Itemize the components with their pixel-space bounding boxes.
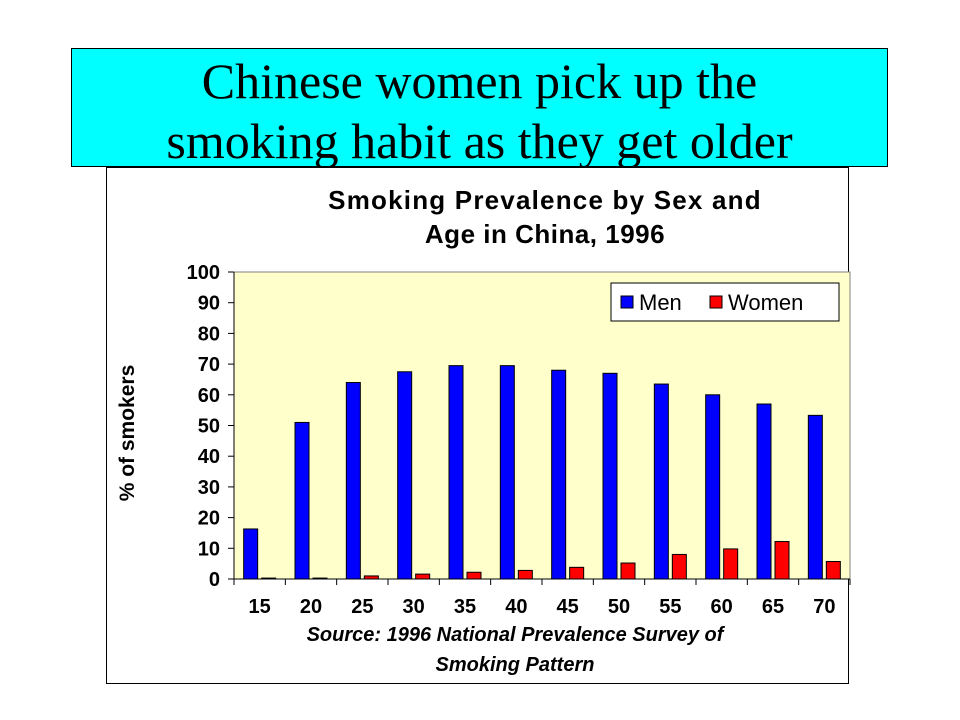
bar-men	[807, 414, 823, 580]
bar-women	[723, 548, 739, 580]
x-tick-label: 55	[659, 596, 681, 618]
source-line-1: Source: 1996 National Prevalence Survey …	[306, 624, 724, 646]
slide-title-line-2: smoking habit as they get older	[166, 113, 793, 167]
x-tick-label: 40	[505, 596, 527, 618]
bar-men	[397, 371, 413, 580]
x-tick-label: 60	[711, 596, 733, 618]
bar-women	[825, 561, 841, 580]
x-tick-label: 50	[608, 596, 630, 618]
x-tick-label: 25	[351, 596, 373, 618]
y-tick-label: 30	[198, 477, 220, 499]
bar-men	[499, 365, 515, 580]
y-axis-label: % of smokers	[116, 365, 139, 502]
y-tick-label: 70	[198, 354, 220, 376]
bar-women	[569, 566, 585, 580]
y-tick-label: 80	[198, 323, 220, 345]
source-line-2: Smoking Pattern	[435, 654, 595, 676]
x-tick-label: 35	[454, 596, 476, 618]
slide-title-line-1: Chinese women pick up the	[201, 53, 758, 109]
bar-men	[294, 421, 310, 580]
x-tick-label: 30	[403, 596, 425, 618]
bar-women	[671, 553, 687, 580]
x-tick-label: 20	[300, 596, 322, 618]
bar-women	[620, 562, 636, 580]
x-tick-label: 15	[249, 596, 271, 618]
plot-area	[233, 271, 851, 580]
y-tick-label: 60	[198, 385, 220, 407]
legend	[610, 282, 840, 322]
chart-title: Smoking Prevalence by Sex and Age in Chi…	[0, 183, 960, 251]
bar-women	[363, 575, 379, 580]
slide-title: Chinese women pick up the smoking habit …	[71, 48, 888, 167]
y-tick-label: 20	[198, 508, 220, 530]
bar-women	[517, 569, 533, 580]
bar-men	[653, 383, 669, 580]
bar-men	[243, 528, 259, 580]
y-tick-label: 100	[187, 262, 220, 284]
legend-swatch-women	[709, 295, 723, 309]
y-tick-label: 40	[198, 446, 220, 468]
x-tick-label: 70	[813, 596, 835, 618]
bar-men	[345, 382, 361, 580]
bar-women	[261, 577, 277, 580]
y-tick-label: 90	[198, 293, 220, 315]
legend-label-men: Men	[639, 290, 682, 315]
bar-women	[312, 577, 328, 580]
y-tick-label: 50	[198, 416, 220, 438]
bar-women	[415, 573, 431, 580]
chart-title-line-2: Age in China, 1996	[424, 219, 666, 249]
legend-label-women: Women	[728, 290, 803, 315]
bar-men	[705, 394, 721, 580]
bar-men	[448, 365, 464, 580]
x-tick-label: 45	[557, 596, 579, 618]
bar-women	[466, 571, 482, 580]
y-tick-label: 0	[209, 569, 220, 591]
bar-men	[756, 403, 772, 580]
bar-men	[602, 372, 618, 580]
bar-women	[774, 541, 790, 580]
bar-men	[551, 369, 567, 580]
legend-swatch-men	[620, 295, 634, 309]
x-tick-label: 65	[762, 596, 784, 618]
chart-title-line-1: Smoking Prevalence by Sex and	[328, 185, 762, 215]
chart-source-note: Source: 1996 National Prevalence Survey …	[210, 620, 820, 680]
y-tick-label: 10	[198, 538, 220, 560]
